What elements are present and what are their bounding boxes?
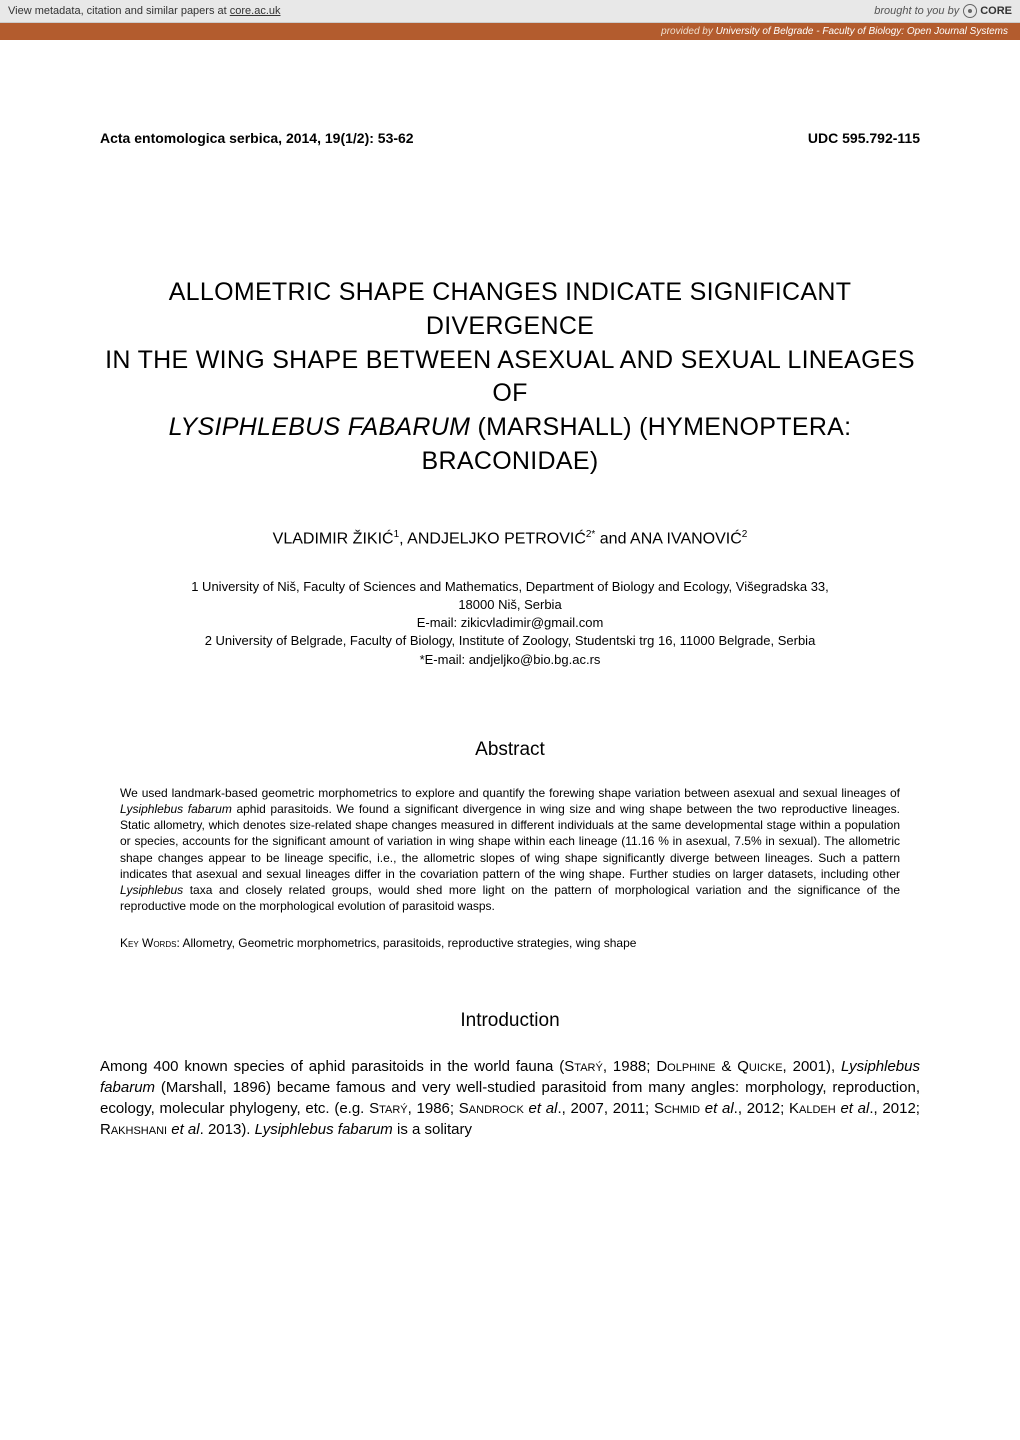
author2-rest: NDJELJKO: [418, 530, 504, 547]
keywords: Key Words: Allometry, Geometric morphome…: [120, 936, 900, 950]
provider-name[interactable]: University of Belgrade - Faculty of Biol…: [716, 26, 1008, 37]
core-link[interactable]: core.ac.uk: [230, 5, 281, 17]
banner-right-prefix: brought to you by: [874, 5, 959, 17]
intro-i2: et al: [529, 1100, 558, 1117]
affiliation-line5: *E-mail: andjeljko@bio.bg.ac.rs: [420, 652, 601, 667]
intro-c: , 2001),: [783, 1058, 842, 1075]
author3-rest: NA: [641, 530, 667, 547]
affiliation-line1: 1 University of Niš, Faculty of Sciences…: [191, 579, 829, 594]
intro-i: ., 2012;: [734, 1100, 789, 1117]
title-line1: ALLOMETRIC SHAPE CHANGES INDICATE SIGNIF…: [169, 278, 852, 340]
core-banner: View metadata, citation and similar pape…: [0, 0, 1020, 23]
journal-header: Acta entomologica serbica, 2014, 19(1/2)…: [100, 130, 920, 146]
introduction-paragraph: Among 400 known species of aphid parasit…: [100, 1056, 920, 1140]
keywords-label: Key Words: [120, 936, 176, 950]
title-line2: IN THE WING SHAPE BETWEEN ASEXUAL AND SE…: [105, 346, 915, 408]
intro-sc7: Rakhshani: [100, 1121, 167, 1138]
author2-lastfirst: P: [504, 530, 515, 547]
author1-lastrest: IKIĆ: [362, 530, 393, 547]
intro-b: , 1988;: [603, 1058, 657, 1075]
intro-k: ., 2012;: [869, 1100, 920, 1117]
banner-left-text: View metadata, citation and similar pape…: [8, 5, 230, 17]
introduction-heading: Introduction: [100, 1010, 920, 1032]
intro-m: . 2013).: [200, 1121, 255, 1138]
title-species: LYSIPHLEBUS FABARUM: [169, 413, 471, 441]
intro-g: ., 2007, 2011;: [557, 1100, 654, 1117]
affiliation-line2: 18000 Niš, Serbia: [458, 597, 561, 612]
intro-sc4: Sandrock: [459, 1100, 524, 1117]
intro-i4: et al: [840, 1100, 869, 1117]
authors: VLADIMIR ŽIKIĆ1, ANDJELJKO PETROVIĆ2* an…: [100, 529, 920, 548]
author2-sup: 2*: [586, 529, 595, 540]
abstract-p3: taxa and closely related groups, would s…: [120, 883, 900, 913]
article-title: ALLOMETRIC SHAPE CHANGES INDICATE SIGNIF…: [100, 276, 920, 479]
author1-lastfirst: Ž: [353, 530, 363, 547]
core-logo[interactable]: CORE: [963, 4, 1012, 18]
abstract-i1: Lysiphlebus fabarum: [120, 802, 232, 816]
banner-right: brought to you by CORE: [874, 4, 1012, 18]
abstract-i2: Lysiphlebus: [120, 883, 183, 897]
intro-sc5: Schmid: [654, 1100, 700, 1117]
author3-first: A: [630, 530, 641, 547]
intro-e: , 1986;: [408, 1100, 459, 1117]
intro-i3: et al: [705, 1100, 734, 1117]
intro-a: Among 400 known species of aphid parasit…: [100, 1058, 564, 1075]
intro-sc1: Starý: [564, 1058, 603, 1075]
provided-by-label: provided by: [661, 26, 715, 37]
keywords-text: : Allometry, Geometric morphometrics, pa…: [176, 936, 636, 950]
core-icon: [963, 4, 977, 18]
affiliation-line3: E-mail: zikicvladimir@gmail.com: [417, 615, 604, 630]
title-line3-rest: (MARSHALL) (HYMENOPTERA: BRACONIDAE): [422, 413, 852, 475]
intro-sc2: Dolphine & Quicke: [656, 1058, 782, 1075]
sep1: ,: [399, 530, 407, 547]
affiliation-line4: 2 University of Belgrade, Faculty of Bio…: [205, 633, 816, 648]
journal-citation: Acta entomologica serbica, 2014, 19(1/2)…: [100, 130, 414, 146]
author2-first: A: [407, 530, 418, 547]
core-logo-text: CORE: [980, 5, 1012, 17]
abstract-text: We used landmark-based geometric morphom…: [120, 785, 900, 915]
sep2: and: [595, 530, 630, 547]
abstract-p2: aphid parasitoids. We found a significan…: [120, 802, 900, 881]
author3-lastrest: VANOVIĆ: [671, 530, 742, 547]
intro-n: is a solitary: [393, 1121, 472, 1138]
affiliations: 1 University of Niš, Faculty of Sciences…: [100, 578, 920, 669]
provider-bar: provided by University of Belgrade - Fac…: [0, 23, 1020, 40]
intro-sc6: Kaldeh: [789, 1100, 836, 1117]
banner-left: View metadata, citation and similar pape…: [8, 5, 281, 17]
page-content: Acta entomologica serbica, 2014, 19(1/2)…: [0, 40, 1020, 1180]
author1-first: V: [273, 530, 284, 547]
author1-rest: LADIMIR: [283, 530, 352, 547]
intro-i5: et al: [171, 1121, 199, 1138]
author3-sup: 2: [742, 529, 748, 540]
intro-i6: Lysiphlebus fabarum: [255, 1121, 393, 1138]
author2-lastrest: ETROVIĆ: [515, 530, 586, 547]
intro-sc3: Starý: [369, 1100, 408, 1117]
abstract-heading: Abstract: [100, 739, 920, 761]
udc-code: UDC 595.792-115: [808, 130, 920, 146]
abstract-p1: We used landmark-based geometric morphom…: [120, 786, 900, 800]
